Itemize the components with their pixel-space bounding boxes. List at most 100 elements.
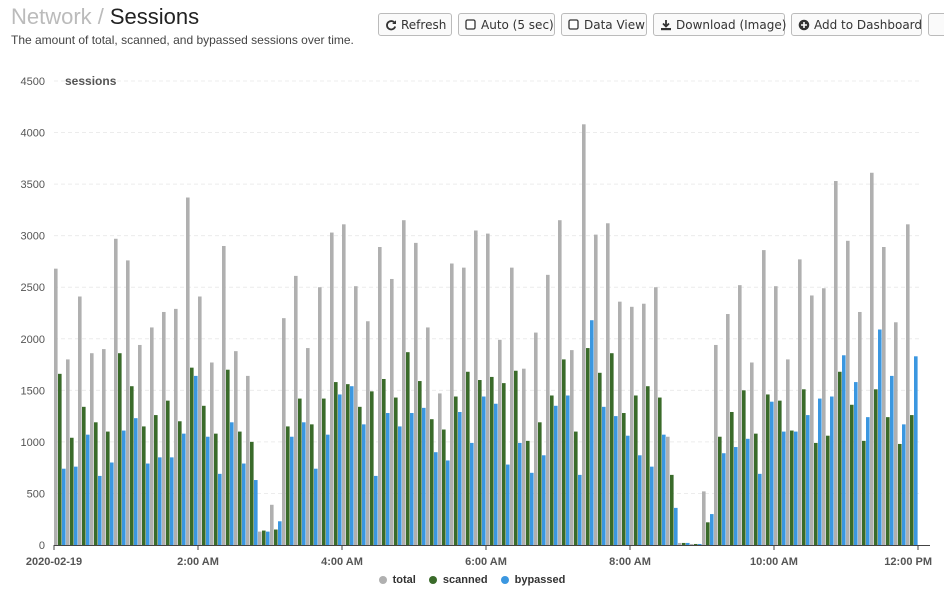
x-tick-label: 10:00 AM (750, 556, 798, 568)
bar-total (534, 332, 538, 545)
auto-refresh-toggle[interactable]: Auto (5 sec) (458, 13, 555, 36)
bar-total (90, 353, 94, 545)
bar-total (150, 327, 154, 545)
bar-scanned (442, 429, 446, 545)
bar-bypassed (758, 473, 762, 545)
bar-total (714, 344, 718, 545)
bar-scanned (550, 395, 554, 545)
bar-total (462, 267, 466, 545)
bar-total (378, 247, 382, 545)
bar-scanned (622, 413, 626, 545)
bar-bypassed (806, 415, 810, 545)
bar-scanned (718, 436, 722, 545)
bar-bypassed (626, 435, 630, 545)
bar-total (366, 321, 370, 545)
bar-scanned (814, 442, 818, 545)
bar-total (186, 197, 190, 545)
breadcrumb-network[interactable]: Network (11, 4, 92, 29)
bar-scanned (898, 443, 902, 545)
bar-total (342, 224, 346, 545)
bar-bypassed (482, 396, 486, 545)
bar-total (690, 543, 694, 545)
bar-total (114, 238, 118, 545)
bar-bypassed (590, 320, 594, 545)
bar-scanned (454, 396, 458, 545)
bar-total (390, 278, 394, 545)
y-tick-label: 1500 (21, 385, 45, 397)
y-axis-label: sessions (65, 74, 117, 88)
bar-bypassed (578, 474, 582, 545)
bar-bypassed (182, 433, 186, 545)
bar-scanned (826, 435, 830, 545)
bar-total (762, 250, 766, 545)
bar-bypassed (290, 436, 294, 545)
bar-scanned (886, 417, 890, 545)
bar-bypassed (542, 455, 546, 545)
bar-total (438, 393, 442, 545)
download-image-button[interactable]: Download (Image) (653, 13, 787, 36)
x-tick-label: 2:00 AM (177, 556, 219, 568)
bar-bypassed (782, 431, 786, 545)
bar-total (414, 242, 418, 545)
bar-bypassed (62, 468, 66, 545)
bar-bypassed (854, 382, 858, 545)
bar-scanned (262, 530, 266, 545)
chart-legend: total scanned bypassed (0, 574, 944, 587)
bar-scanned (310, 424, 314, 545)
bar-scanned (154, 415, 158, 545)
bar-bypassed (674, 507, 678, 545)
checkbox-icon (465, 19, 476, 30)
bar-scanned (58, 373, 62, 545)
bar-bypassed (134, 418, 138, 545)
bar-total (786, 359, 790, 545)
refresh-button[interactable]: Refresh (378, 13, 452, 36)
bar-scanned (226, 369, 230, 545)
bar-total (486, 233, 490, 545)
bar-total (246, 375, 250, 545)
bar-total (894, 322, 898, 545)
bar-bypassed (206, 436, 210, 545)
refresh-icon (386, 20, 397, 31)
bar-total (630, 306, 634, 545)
bar-scanned (214, 433, 218, 545)
bar-bypassed (278, 521, 282, 545)
bar-total (654, 287, 658, 545)
bar-scanned (862, 440, 866, 545)
bar-scanned (778, 400, 782, 545)
bar-bypassed (230, 422, 234, 545)
bar-total (906, 224, 910, 545)
bar-bypassed (902, 424, 906, 545)
bar-bypassed (398, 426, 402, 545)
bar-scanned (598, 372, 602, 545)
more-options-button[interactable] (928, 13, 944, 36)
bar-bypassed (602, 406, 606, 545)
bar-total (234, 351, 238, 545)
bar-bypassed (302, 422, 306, 545)
bar-scanned (178, 421, 182, 545)
data-view-toggle[interactable]: Data View (561, 13, 647, 36)
legend-label-bypassed: bypassed (514, 574, 566, 586)
legend-item-total[interactable]: total (378, 574, 416, 586)
bar-total (750, 362, 754, 545)
sessions-chart: 0 500 1000 1500 2000 2500 3000 3500 4000 4500 sess… (21, 74, 932, 568)
bar-bypassed (878, 329, 882, 545)
bar-bypassed (122, 430, 126, 545)
page-header: Network / Sessions (11, 2, 199, 32)
bar-total (318, 287, 322, 545)
download-icon (661, 20, 671, 31)
bar-scanned (478, 380, 482, 545)
download-image-label: Download (Image) (676, 17, 787, 32)
bar-total (270, 504, 274, 545)
bar-total (606, 223, 610, 546)
bar-scanned (202, 405, 206, 545)
bar-total (222, 245, 226, 546)
bar-bypassed (566, 395, 570, 545)
add-to-dashboard-button[interactable]: Add to Dashboard (791, 13, 922, 36)
bar-bypassed (698, 543, 702, 545)
bar-bypassed (614, 416, 618, 545)
bar-scanned (574, 431, 578, 545)
bar-total (570, 350, 574, 545)
legend-item-bypassed[interactable]: bypassed (500, 574, 566, 586)
legend-item-scanned[interactable]: scanned (428, 574, 488, 586)
bar-scanned (382, 378, 386, 545)
